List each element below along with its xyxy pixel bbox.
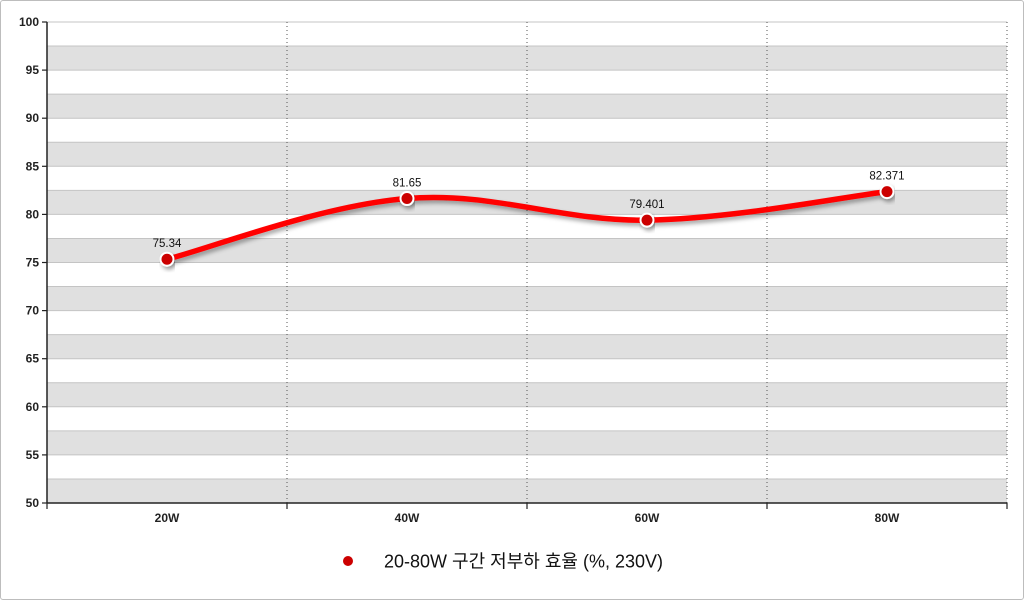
data-label: 82.371 (869, 171, 904, 183)
y-tick-label: 50 (26, 496, 40, 510)
data-point (159, 251, 175, 267)
x-tick-label: 60W (635, 511, 660, 525)
y-tick-label: 85 (26, 159, 40, 173)
x-axis-ticks: 20W 40W 60W 80W (46, 503, 1008, 525)
data-point (399, 191, 415, 207)
y-tick-label: 70 (26, 304, 40, 318)
x-tick-label: 20W (155, 511, 180, 525)
y-tick-label: 100 (19, 15, 39, 29)
y-tick-label: 95 (26, 63, 40, 77)
data-label: 81.65 (393, 178, 422, 190)
vertical-gridlines (286, 22, 1008, 503)
y-tick-label: 80 (26, 207, 40, 221)
y-axis-ticks: 100 95 90 85 80 75 70 65 60 55 50 (19, 15, 47, 510)
legend[interactable]: 20-80W 구간 저부하 효율 (%, 230V) (324, 552, 663, 572)
data-label: 79.401 (629, 199, 664, 211)
legend-marker (341, 554, 355, 568)
y-tick-label: 90 (26, 111, 40, 125)
legend-label: 20-80W 구간 저부하 효율 (%, 230V) (384, 552, 663, 572)
y-tick-label: 55 (26, 448, 40, 462)
data-label: 75.34 (153, 238, 182, 250)
series-line (164, 188, 890, 262)
data-point (879, 184, 895, 200)
x-tick-label: 80W (875, 511, 900, 525)
y-tick-label: 75 (26, 256, 40, 270)
y-tick-label: 60 (26, 400, 40, 414)
x-tick-label: 40W (395, 511, 420, 525)
y-tick-label: 65 (26, 352, 40, 366)
data-point (639, 212, 655, 228)
series-group: 75.34 81.65 79.401 82.371 (153, 171, 905, 267)
